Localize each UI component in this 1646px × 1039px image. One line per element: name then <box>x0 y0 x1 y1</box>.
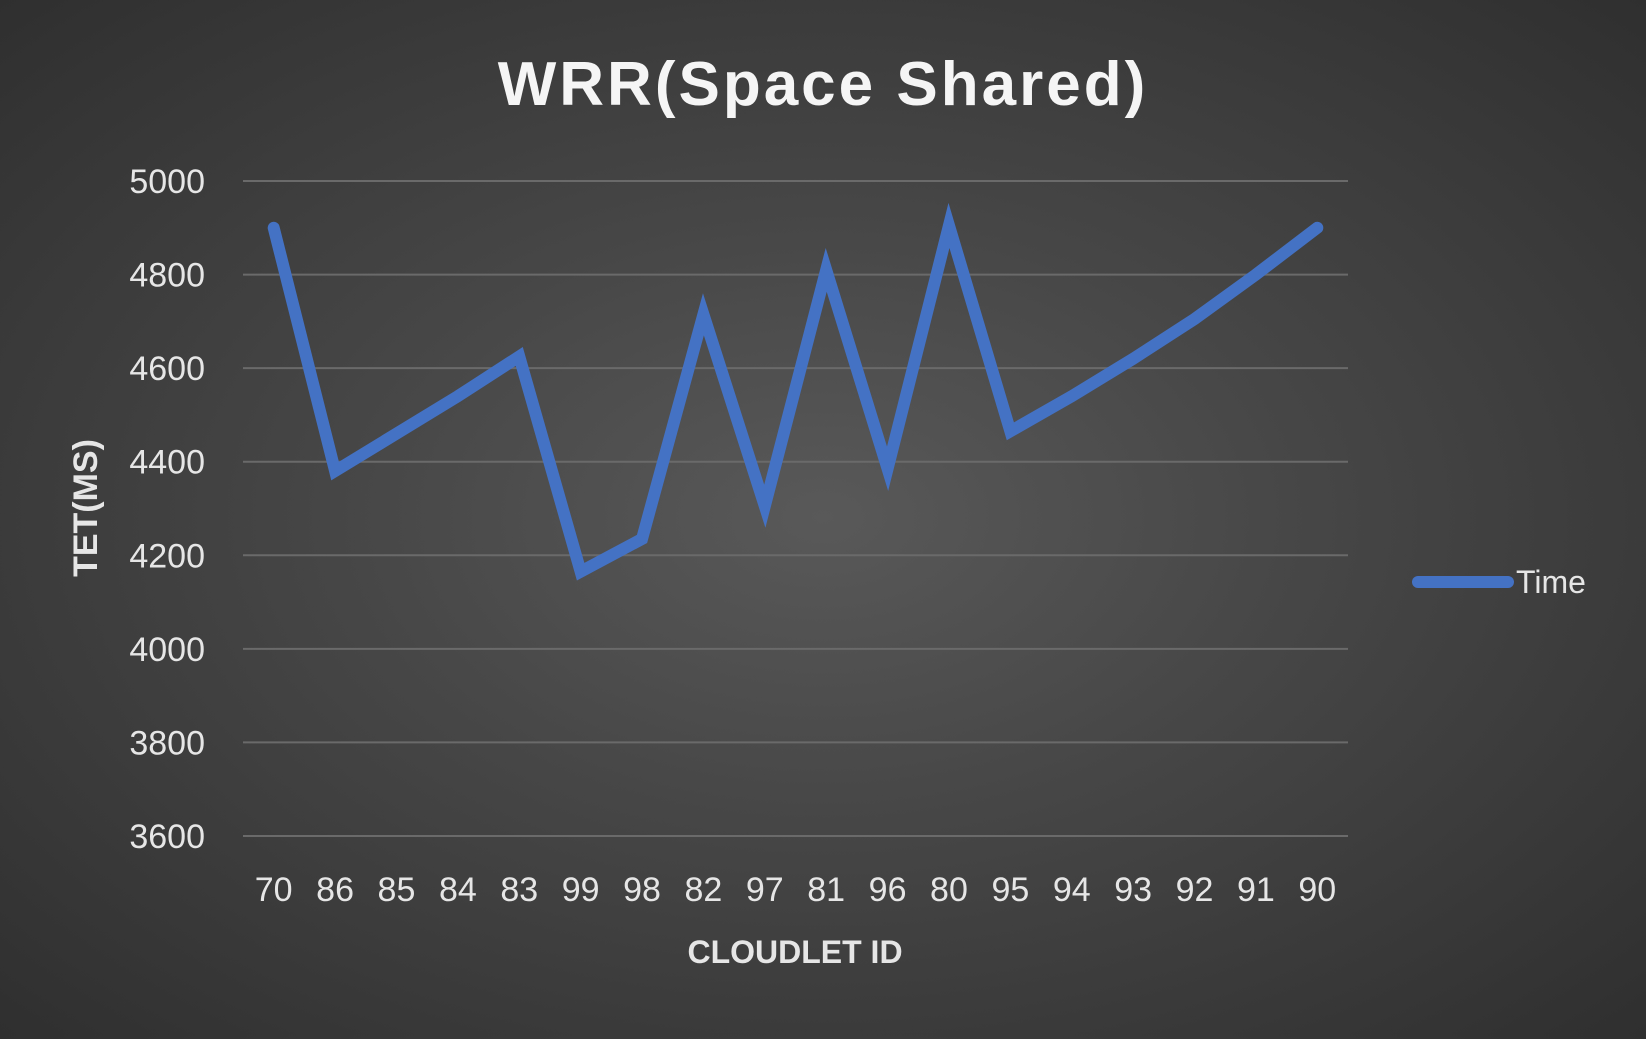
y-tick-label: 4200 <box>129 537 205 575</box>
x-tick-label: 92 <box>1176 871 1214 909</box>
x-tick-label: 96 <box>869 871 907 909</box>
y-tick-label: 4600 <box>129 350 205 388</box>
x-tick-label: 98 <box>623 871 661 909</box>
x-tick-label: 70 <box>255 871 293 909</box>
x-tick-label: 84 <box>439 871 477 909</box>
x-tick-label: 80 <box>930 871 968 909</box>
y-tick-label: 3600 <box>129 818 205 856</box>
x-tick-label: 94 <box>1053 871 1091 909</box>
x-tick-label: 90 <box>1298 871 1336 909</box>
x-axis-tick-labels: 70 86 85 84 83 99 98 82 97 81 96 80 95 94 93 92 91 90 <box>255 871 1336 909</box>
series-line-time <box>267 202 1324 581</box>
y-tick-label: 3800 <box>129 724 205 762</box>
x-axis-label: CLOUDLET ID <box>687 934 902 970</box>
x-tick-label: 85 <box>378 871 416 909</box>
x-tick-label: 83 <box>500 871 538 909</box>
x-tick-label: 93 <box>1114 871 1152 909</box>
y-axis-tick-labels: 3600 3800 4000 4200 4400 4600 4800 5000 <box>129 163 205 856</box>
y-tick-label: 5000 <box>129 163 205 201</box>
legend: Time <box>1412 564 1586 600</box>
x-tick-label: 95 <box>991 871 1029 909</box>
x-tick-label: 86 <box>316 871 354 909</box>
x-tick-label: 82 <box>685 871 723 909</box>
x-tick-label: 91 <box>1237 871 1275 909</box>
legend-label-time: Time <box>1516 564 1586 600</box>
x-tick-label: 81 <box>807 871 845 909</box>
y-tick-label: 4800 <box>129 257 205 295</box>
y-axis-label: TET(MS) <box>67 439 105 577</box>
x-tick-label: 97 <box>746 871 784 909</box>
x-tick-label: 99 <box>562 871 600 909</box>
series-group <box>267 202 1324 581</box>
gridlines <box>243 180 1348 837</box>
chart-title: WRR(Space Shared) <box>498 50 1148 119</box>
y-tick-label: 4000 <box>129 631 205 669</box>
y-tick-label: 4400 <box>129 444 205 482</box>
